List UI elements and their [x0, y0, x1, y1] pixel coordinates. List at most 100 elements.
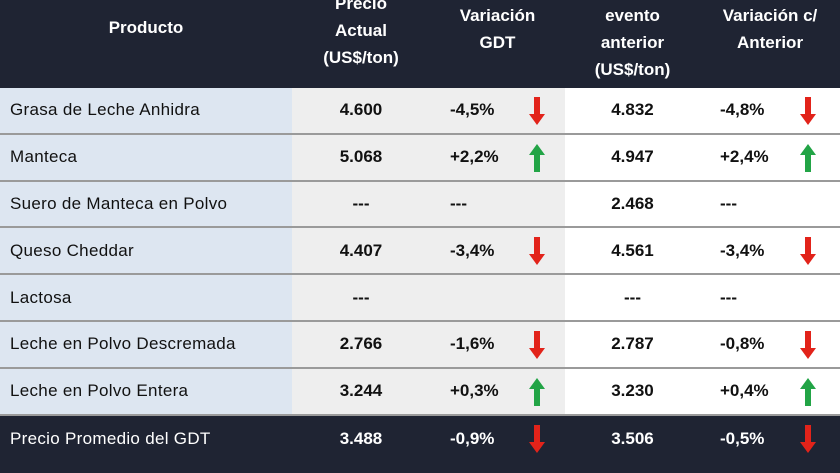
value-cell: 2.468 [565, 181, 700, 229]
header-text: Variación [459, 6, 536, 25]
arrow-up [529, 143, 545, 172]
value-cell: --- [292, 275, 430, 322]
header-text: Variación c/ [722, 6, 818, 25]
value-cell: -0,5% [700, 415, 840, 463]
value-cell [430, 275, 565, 322]
cell-text: +2,4% [720, 147, 769, 167]
value-cell: 4.947 [565, 134, 700, 182]
cell-text: -3,4% [720, 240, 765, 260]
value-cell: 2.787 [565, 322, 700, 369]
product-name: Grasa de Leche Anhidra [0, 88, 292, 135]
value-cell: +0,4% [700, 368, 840, 416]
product-name: Leche en Polvo Descremada [0, 322, 292, 369]
cell-text: Lactosa [10, 287, 72, 307]
arrow-down [529, 97, 545, 125]
cell-text: --- [720, 193, 737, 213]
cell-text: 2.787 [611, 334, 654, 354]
value-cell: --- [565, 275, 700, 322]
cell-text: 4.561 [611, 240, 654, 260]
cell-text: -0,9% [450, 428, 495, 448]
product-name: Lactosa [0, 275, 292, 322]
value-cell: 3.506 [565, 415, 700, 463]
arrow-down [800, 97, 816, 125]
cell-text: Suero de Manteca en Polvo [10, 193, 228, 213]
cell-text: Queso Cheddar [10, 240, 134, 260]
header-text: Anterior [736, 33, 804, 52]
product-name: Leche en Polvo Entera [0, 368, 292, 416]
cell-text: Manteca [10, 147, 78, 167]
cell-text: 5.068 [339, 147, 383, 167]
arrow-down [529, 331, 545, 359]
cell-text: +2,2% [450, 147, 499, 167]
cell-text: 4.600 [339, 100, 383, 120]
value-cell: 4.561 [565, 228, 700, 276]
cell-text: --- [720, 287, 737, 307]
value-cell: -1,6% [430, 322, 565, 369]
arrow-down [800, 424, 816, 453]
arrow-down [529, 424, 545, 453]
value-cell: -4,5% [430, 88, 565, 135]
cell-text: --- [624, 287, 641, 307]
value-cell: -3,4% [700, 228, 840, 276]
header-text: (US$/ton) [594, 60, 671, 79]
value-cell: 3.488 [292, 415, 430, 463]
value-cell: 5.068 [292, 134, 430, 182]
cell-text: -0,5% [720, 428, 765, 448]
cell-text: 4.832 [611, 100, 654, 120]
header-text: Actual [335, 21, 387, 40]
cell-text: 3.488 [339, 428, 383, 448]
cell-text: Precio Promedio del GDT [10, 428, 211, 448]
value-cell: +2,4% [700, 134, 840, 182]
arrow-down [529, 237, 545, 266]
value-cell: 3.244 [292, 368, 430, 416]
header-text: anterior [600, 33, 665, 52]
cell-text: 4.407 [339, 240, 383, 260]
value-cell: -0,9% [430, 415, 565, 463]
arrow-down [800, 237, 816, 266]
cell-text: 2.766 [339, 334, 383, 354]
product-name: Queso Cheddar [0, 228, 292, 276]
header-text: Precio [335, 0, 387, 13]
header-text: evento [605, 6, 660, 25]
arrow-up [529, 377, 545, 406]
value-cell: 3.230 [565, 368, 700, 416]
cell-text: Grasa de Leche Anhidra [10, 100, 200, 120]
value-cell: 4.832 [565, 88, 700, 135]
value-cell: +0,3% [430, 368, 565, 416]
value-cell: -4,8% [700, 88, 840, 135]
cell-text: Leche en Polvo Entera [10, 381, 189, 401]
cell-text: Leche en Polvo Descremada [10, 334, 236, 354]
product-name: Manteca [0, 134, 292, 182]
arrow-up [800, 143, 816, 172]
cell-text: 3.506 [611, 428, 654, 448]
value-cell: --- [700, 275, 840, 322]
cell-text: -1,6% [450, 334, 495, 354]
cell-text: --- [450, 193, 467, 213]
cell-text: -3,4% [450, 240, 495, 260]
header-text: GDT [479, 33, 516, 52]
arrow-up [800, 377, 816, 406]
value-cell: 4.407 [292, 228, 430, 276]
cell-text: +0,4% [720, 381, 769, 401]
product-name: Suero de Manteca en Polvo [0, 181, 292, 229]
cell-text: -4,8% [720, 100, 765, 120]
value-cell: 2.766 [292, 322, 430, 369]
product-name: Precio Promedio del GDT [0, 415, 292, 463]
cell-text: 3.230 [611, 381, 654, 401]
value-cell: 4.600 [292, 88, 430, 135]
value-cell: --- [700, 181, 840, 229]
arrow-down [800, 331, 816, 359]
cell-text: 3.244 [339, 381, 383, 401]
value-cell: -0,8% [700, 322, 840, 369]
cell-text: --- [352, 287, 370, 307]
cell-text: 2.468 [611, 193, 654, 213]
header-text: Producto [108, 18, 184, 37]
value-cell: --- [292, 181, 430, 229]
cell-text: +0,3% [450, 381, 499, 401]
cell-text: -0,8% [720, 334, 765, 354]
header-text: (US$/ton) [323, 48, 399, 67]
value-cell: --- [430, 181, 565, 229]
cell-text: -4,5% [450, 100, 495, 120]
value-cell: +2,2% [430, 134, 565, 182]
